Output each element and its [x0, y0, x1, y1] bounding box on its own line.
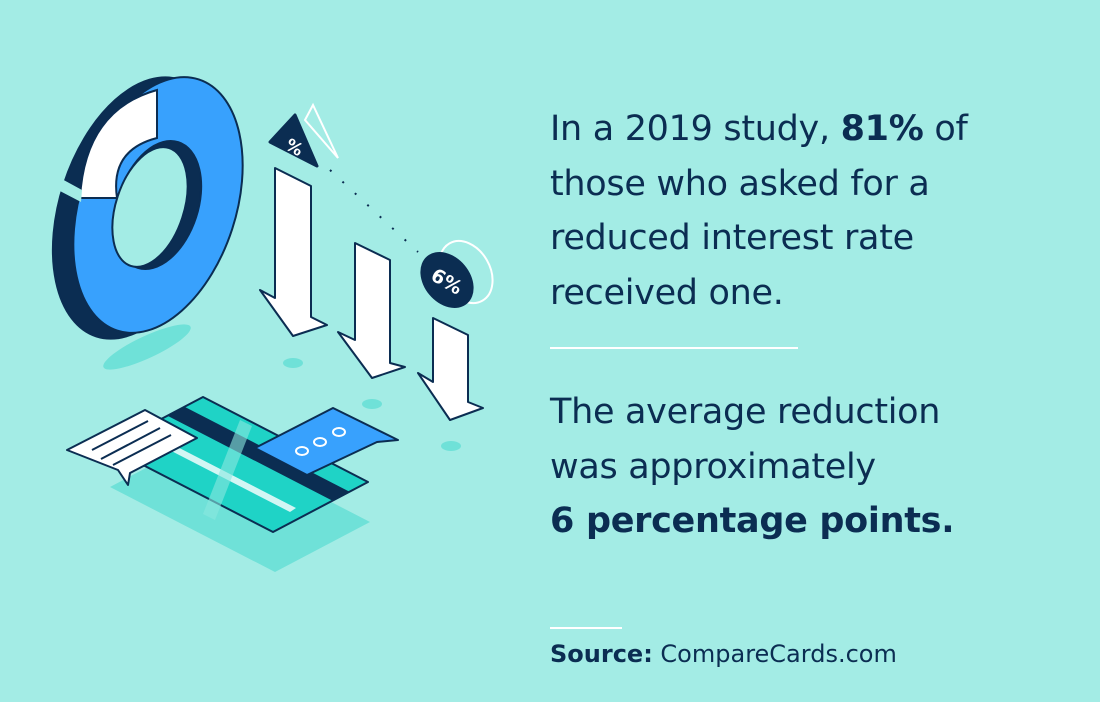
- study-paragraph: In a 2019 study, 81% of those who asked …: [550, 102, 968, 320]
- text-span: In a 2019 study,: [550, 109, 841, 149]
- reduction-paragraph: The average reduction was approximately …: [550, 385, 955, 549]
- triangle-outline-icon: [303, 102, 339, 159]
- text-line: reduced interest rate: [550, 218, 914, 258]
- source-label: Source:: [550, 640, 653, 668]
- donut-shadow: [103, 324, 191, 370]
- shadow-dot: [362, 399, 382, 409]
- down-arrow-icon: [259, 167, 328, 337]
- text-line: In a 2019 study, 81% of: [550, 102, 968, 157]
- text-line: The average reduction: [550, 392, 941, 432]
- source-value: CompareCards.com: [652, 640, 897, 668]
- illustration: % 6%: [51, 76, 494, 572]
- divider: [550, 347, 798, 349]
- highlight-6-points: 6 percentage points.: [550, 501, 955, 541]
- shadow-dot: [283, 358, 303, 368]
- message-note-icon: [66, 409, 198, 486]
- text-line: those who asked for a: [550, 163, 930, 204]
- text-line: 6 percentage points.: [550, 494, 955, 549]
- text-line: received one.: [550, 272, 784, 313]
- chat-bubble-icon: [254, 407, 399, 476]
- shadow-dot: [441, 441, 461, 451]
- percent-badge: %: [268, 113, 319, 168]
- down-arrow-icon: [417, 317, 484, 421]
- text-line: was approximately: [550, 446, 876, 487]
- rate-badge: 6%: [420, 252, 474, 308]
- source-line: Source: CompareCards.com: [550, 640, 897, 668]
- divider: [550, 627, 622, 629]
- down-arrow-icon: [337, 242, 406, 379]
- highlight-81-percent: 81%: [840, 109, 924, 149]
- text-span: of: [923, 109, 968, 149]
- donut-chart-icon: [51, 76, 244, 340]
- dotted-connector: [329, 169, 419, 253]
